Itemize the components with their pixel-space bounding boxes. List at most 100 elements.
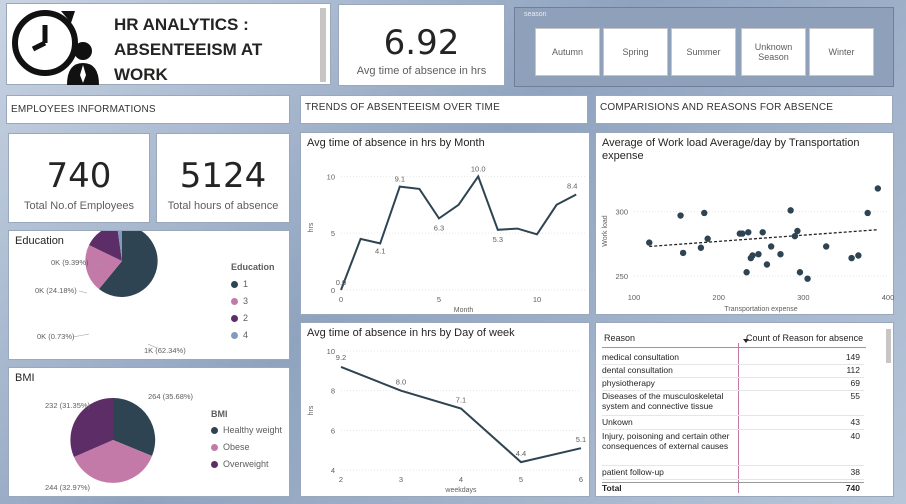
data-label: 4.4 — [516, 449, 526, 458]
y-axis-label: hrs — [308, 222, 315, 232]
kpi-employees-value: 740 — [46, 156, 112, 196]
education-slice-3[interactable] — [85, 245, 122, 289]
kpi-employees: 740 Total No.of Employees — [8, 133, 150, 223]
season-autumn[interactable]: Autumn — [535, 28, 600, 76]
x-tick-label: 300 — [797, 293, 810, 302]
table-header-count[interactable]: Count of Reason for absence — [746, 333, 864, 343]
education-title: Education — [15, 235, 64, 247]
y-tick-label: 0 — [331, 286, 335, 295]
title-panel: HR ANALYTICS : ABSENTEEISM AT WORK — [6, 3, 331, 85]
scatter-point — [767, 243, 775, 250]
scatter-chart: 250 300 100 200 300 400 Transportation expense… — [602, 185, 894, 313]
education-legend-3[interactable]: 3 — [231, 296, 248, 306]
scatter-point — [759, 229, 766, 236]
education-panel: Education 1K (62.34%) 0K (24.18%) 0K (9.… — [8, 230, 290, 360]
table-row[interactable]: medical consultation 149 — [602, 352, 864, 365]
education-legend-2[interactable]: 2 — [231, 313, 248, 323]
season-spring[interactable]: Spring — [603, 28, 668, 76]
clock-person-icon — [12, 10, 99, 85]
season-winter[interactable]: Winter — [809, 28, 874, 76]
bmi-slice-healthy[interactable] — [113, 397, 156, 456]
education-legend-4[interactable]: 4 — [231, 330, 248, 340]
month-chart-title: Avg time of absence in hrs by Month — [307, 137, 485, 149]
scatter-point — [796, 269, 804, 276]
y-tick-label: 300 — [615, 208, 628, 217]
x-axis-label: weekdays — [444, 487, 477, 494]
scatter-point — [646, 239, 653, 246]
kpi-employees-label: Total No.of Employees — [23, 200, 135, 212]
x-axis-label: Transportation expense — [724, 306, 797, 313]
season-slicer: season Autumn Spring Summer Unknown Seas… — [514, 7, 894, 87]
x-tick-label: 100 — [628, 293, 641, 302]
scatter-point — [791, 232, 799, 240]
data-label: 5.3 — [493, 235, 503, 244]
x-tick-label: 0 — [339, 295, 343, 304]
scatter-point — [822, 243, 830, 250]
kpi-hours-value: 5124 — [179, 156, 267, 196]
season-summer[interactable]: Summer — [671, 28, 736, 76]
y-tick-label: 8 — [331, 387, 335, 396]
scatter-point — [745, 229, 752, 236]
table-row[interactable]: Diseases of the musculoskeletal system a… — [602, 391, 864, 416]
scatter-point — [697, 244, 705, 251]
dashboard-title: HR ANALYTICS : ABSENTEEISM AT WORK — [114, 15, 263, 84]
table-row[interactable]: Injury, poisoning and certain other cons… — [602, 431, 864, 466]
scatter-point — [804, 275, 811, 282]
table-total-row: Total 740 — [602, 482, 864, 495]
table-header-reason[interactable]: Reason — [604, 333, 636, 343]
y-tick-label: 250 — [615, 272, 628, 281]
x-tick-label: 10 — [533, 295, 541, 304]
bmi-legend-healthy[interactable]: Healthy weight — [211, 425, 282, 435]
season-unknown[interactable]: Unknown Season — [741, 28, 806, 76]
table-scrollbar[interactable] — [886, 329, 891, 363]
data-label: 4.1 — [375, 246, 385, 255]
bmi-slice-obese[interactable] — [74, 440, 152, 483]
data-label: 8.0 — [396, 378, 406, 387]
kpi-avg-time-value: 6.92 — [383, 23, 460, 63]
y-tick-label: 5 — [331, 229, 335, 238]
weekday-chart-panel: Avg time of absence in hrs by Day of wee… — [300, 322, 590, 497]
scatter-point — [755, 251, 762, 258]
table-row[interactable]: patient follow-up 38 — [602, 467, 864, 480]
education-label-4: 0K (0.73%) — [37, 332, 75, 341]
section-comparisons: COMPARISIONS AND REASONS FOR ABSENCE — [595, 95, 893, 124]
education-slice-1[interactable] — [99, 231, 158, 297]
kpi-hours-label: Total hours of absence — [167, 200, 279, 212]
scatter-point — [749, 252, 756, 259]
education-legend-1[interactable]: 1 — [231, 279, 248, 289]
education-slice-4[interactable] — [117, 231, 122, 261]
series-line — [340, 174, 577, 291]
bmi-legend-obese[interactable]: Obese — [211, 442, 250, 452]
scatter-point — [777, 251, 784, 258]
scatter-point — [855, 252, 862, 259]
education-slice-2[interactable] — [89, 231, 122, 261]
bmi-slice-overweight[interactable] — [70, 397, 113, 457]
table-row[interactable]: dental consultation 112 — [602, 365, 864, 378]
bmi-panel: BMI 264 (35.68%) 244 (32.97%) 232 (31.35… — [8, 367, 290, 497]
reasons-table: Reason Count of Reason for absence medic… — [595, 322, 894, 497]
education-label-1: 1K (62.34%) — [144, 346, 186, 355]
kpi-avg-time: 6.92 Avg time of absence in hrs — [338, 4, 505, 86]
table-row[interactable]: physiotherapy 69 — [602, 378, 864, 391]
scatter-point — [848, 254, 855, 262]
data-label: 8.4 — [567, 182, 577, 191]
x-tick-label: 200 — [712, 293, 725, 302]
scatter-point — [743, 269, 750, 276]
y-axis-label: hrs — [308, 405, 315, 415]
x-axis-label: Month — [454, 307, 474, 314]
weekday-line-chart: 4 6 8 10 2 3 4 5 6 weekdays hrs 9.2 8.0 7.1 4.4 5.1 — [308, 347, 586, 494]
table-sort-icon[interactable] — [743, 339, 749, 343]
table-row[interactable]: Unkown 43 — [602, 417, 864, 430]
x-tick-label: 3 — [399, 475, 403, 484]
data-label: 0.0 — [336, 278, 346, 287]
table-column-highlight — [738, 343, 739, 493]
data-label: 5.1 — [576, 435, 586, 444]
x-tick-label: 5 — [519, 475, 523, 484]
bmi-legend-overweight[interactable]: Overweight — [211, 459, 269, 469]
trend-line — [649, 229, 878, 248]
scatter-point — [763, 261, 771, 268]
education-label-2: 0K (9.39%) — [51, 258, 89, 267]
x-tick-label: 4 — [459, 475, 463, 484]
title-scrollbar[interactable] — [320, 8, 326, 82]
scatter-point — [794, 227, 801, 235]
